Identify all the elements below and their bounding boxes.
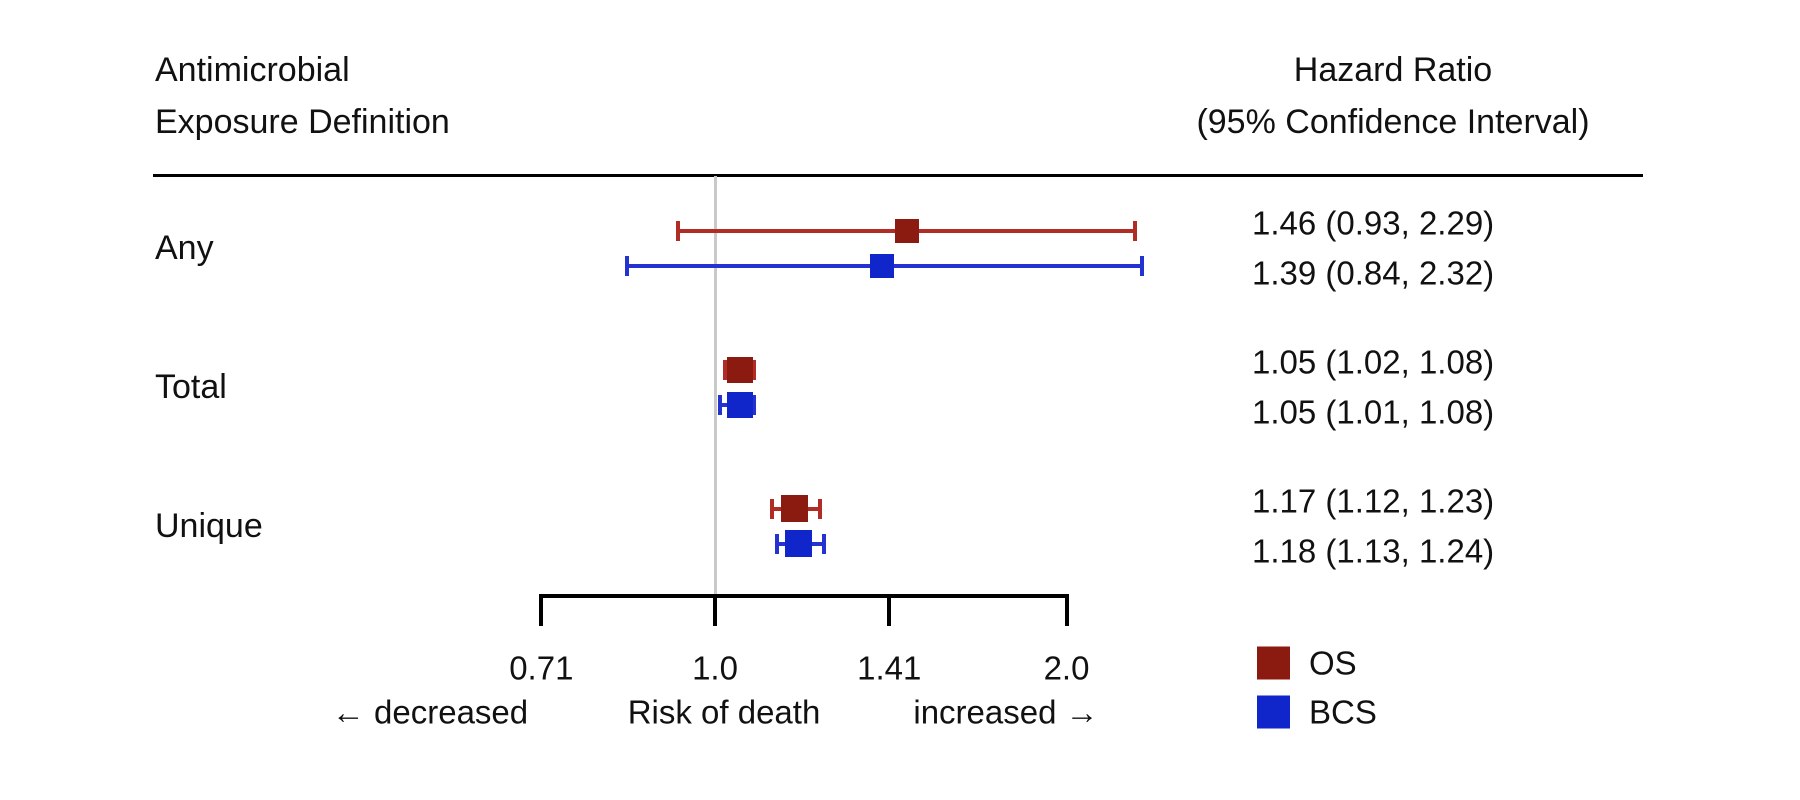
hr-ci-text-unique-os: 1.17 (1.12, 1.23) — [1252, 482, 1495, 520]
row-label-unique: Unique — [155, 507, 263, 545]
legend-swatch-os — [1257, 646, 1290, 680]
ci-cap-right-any-os — [1133, 220, 1138, 241]
x-tick-label-1.0: 1.0 — [692, 649, 738, 687]
x-axis-line — [539, 594, 1069, 598]
point-estimate-marker-unique-bcs — [785, 530, 813, 557]
ci-cap-right-unique-os — [817, 498, 822, 519]
legend-label-os: OS — [1309, 644, 1357, 682]
x-tick-label-2.0: 2.0 — [1043, 649, 1090, 687]
axis-caption-increased: increased → — [913, 693, 1099, 731]
left-header-line1: Antimicrobial — [155, 51, 350, 89]
point-estimate-marker-any-bcs — [869, 253, 894, 278]
x-axis-tick-2.0 — [1064, 594, 1069, 626]
hr-ci-text-any-bcs: 1.39 (0.84, 2.32) — [1252, 254, 1495, 292]
ci-cap-right-any-bcs — [1139, 255, 1144, 276]
ci-cap-left-total-os — [723, 359, 728, 380]
right-header-line1: Hazard Ratio — [1293, 51, 1493, 89]
x-axis-tick-1.0 — [713, 594, 717, 626]
axis-caption-decreased: ← decreased — [331, 693, 529, 731]
point-estimate-marker-unique-os — [781, 495, 809, 522]
point-estimate-marker-total-os — [726, 356, 753, 383]
ci-cap-left-any-bcs — [624, 255, 629, 276]
ci-cap-left-total-bcs — [718, 394, 723, 415]
ci-cap-right-unique-bcs — [822, 533, 827, 554]
x-axis-tick-0.71 — [539, 594, 544, 626]
hr-ci-text-total-bcs: 1.05 (1.01, 1.08) — [1252, 393, 1495, 431]
x-tick-label-1.41: 1.41 — [857, 649, 922, 687]
x-axis-tick-1.41 — [887, 594, 892, 626]
hr-ci-text-unique-bcs: 1.18 (1.13, 1.24) — [1252, 532, 1495, 570]
ci-cap-left-any-os — [676, 220, 681, 241]
hr-ci-text-any-os: 1.46 (0.93, 2.29) — [1252, 204, 1495, 242]
ci-cap-right-total-os — [752, 359, 757, 380]
x-tick-label-0.71: 0.71 — [509, 649, 574, 687]
row-label-any: Any — [155, 229, 214, 267]
hr-ci-text-total-os: 1.05 (1.02, 1.08) — [1252, 343, 1495, 381]
left-header-line2: Exposure Definition — [155, 103, 450, 141]
row-label-total: Total — [155, 368, 227, 406]
header-separator-line — [153, 174, 1643, 177]
legend-swatch-bcs — [1257, 695, 1290, 729]
reference-line-hr1 — [713, 176, 717, 596]
axis-caption-risk-of-death: Risk of death — [627, 693, 821, 731]
ci-cap-right-total-bcs — [752, 394, 757, 415]
point-estimate-marker-any-os — [894, 218, 919, 243]
ci-cap-left-unique-os — [770, 498, 775, 519]
right-header-line2: (95% Confidence Interval) — [1196, 103, 1590, 141]
ci-cap-left-unique-bcs — [774, 533, 779, 554]
point-estimate-marker-total-bcs — [726, 391, 753, 418]
legend-label-bcs: BCS — [1309, 693, 1377, 731]
